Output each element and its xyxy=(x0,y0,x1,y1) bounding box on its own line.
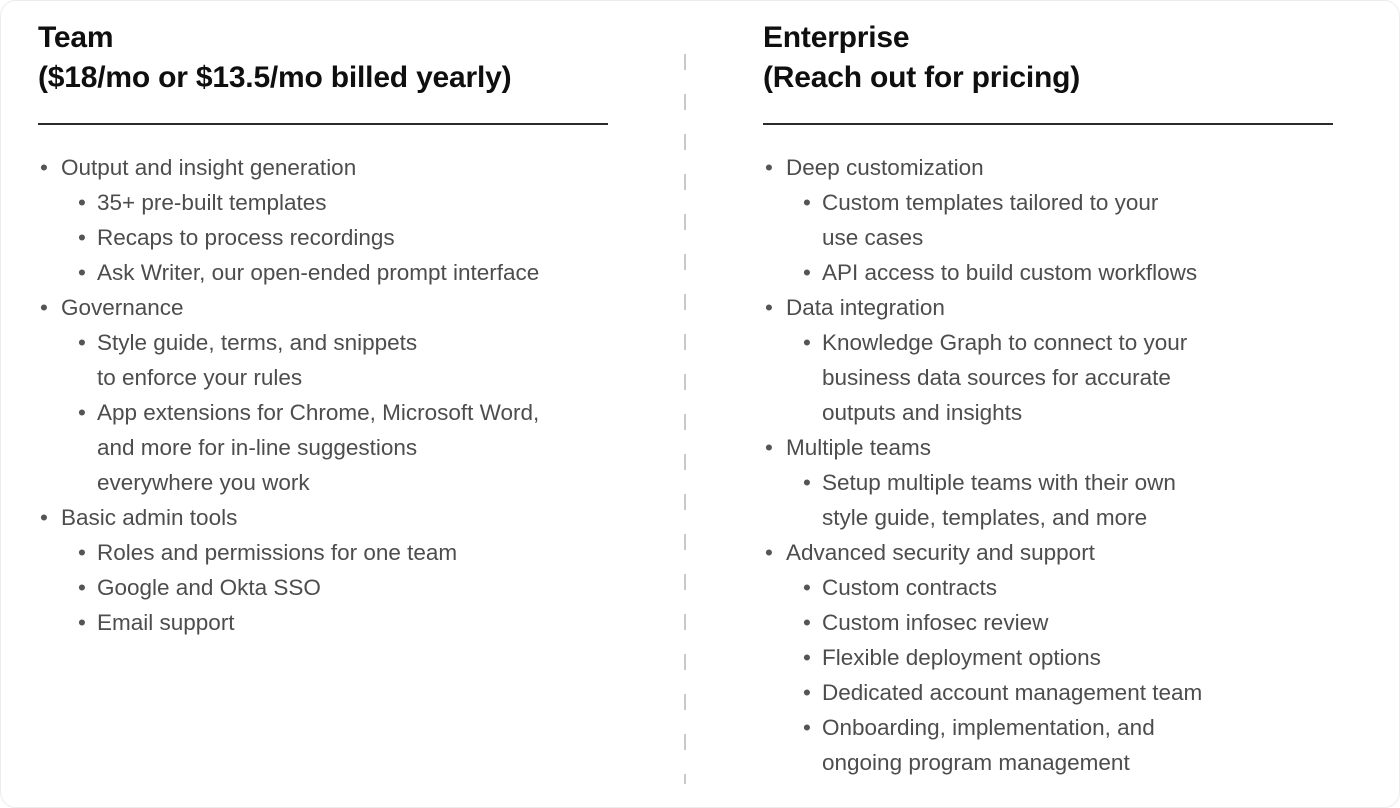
subfeature-list: Style guide, terms, and snippets to enfo… xyxy=(78,325,616,500)
subfeature-item: Custom contracts xyxy=(803,570,1341,605)
subfeature-item: Ask Writer, our open-ended prompt interf… xyxy=(78,255,616,290)
subfeature-item: Style guide, terms, and snippets to enfo… xyxy=(78,325,616,395)
team-feature-list: Output and insight generation 35+ pre-bu… xyxy=(38,150,616,640)
subfeature-item: Setup multiple teams with their own styl… xyxy=(803,465,1341,535)
enterprise-plan-column: Enterprise (Reach out for pricing) Deep … xyxy=(763,18,1341,780)
feature-item: Basic admin tools Roles and permissions … xyxy=(38,500,616,640)
feature-item: Deep customization Custom templates tail… xyxy=(763,150,1341,290)
feature-label: Data integration xyxy=(786,295,945,320)
subfeature-item: Custom infosec review xyxy=(803,605,1341,640)
feature-item: Advanced security and support Custom con… xyxy=(763,535,1341,780)
subfeature-list: Roles and permissions for one team Googl… xyxy=(78,535,616,640)
team-plan-title: Team xyxy=(38,21,114,54)
subfeature-list: Setup multiple teams with their own styl… xyxy=(803,465,1341,535)
team-title-underline xyxy=(38,123,608,125)
team-plan-column: Team ($18/mo or $13.5/mo billed yearly) … xyxy=(38,18,616,640)
subfeature-item: API access to build custom workflows xyxy=(803,255,1341,290)
enterprise-plan-title: Enterprise xyxy=(763,21,910,54)
feature-label: Output and insight generation xyxy=(61,155,357,180)
subfeature-list: Knowledge Graph to connect to your busin… xyxy=(803,325,1341,430)
subfeature-list: Custom contracts Custom infosec review F… xyxy=(803,570,1341,780)
enterprise-title-underline xyxy=(763,123,1333,125)
feature-label: Basic admin tools xyxy=(61,505,238,530)
subfeature-item: Knowledge Graph to connect to your busin… xyxy=(803,325,1341,430)
feature-item: Multiple teams Setup multiple teams with… xyxy=(763,430,1341,535)
subfeature-item: 35+ pre-built templates xyxy=(78,185,616,220)
enterprise-feature-list: Deep customization Custom templates tail… xyxy=(763,150,1341,780)
subfeature-item: Onboarding, implementation, and ongoing … xyxy=(803,710,1341,780)
feature-label: Advanced security and support xyxy=(786,540,1095,565)
subfeature-item: Dedicated account management team xyxy=(803,675,1341,710)
feature-label: Governance xyxy=(61,295,184,320)
feature-item: Governance Style guide, terms, and snipp… xyxy=(38,290,616,500)
column-divider xyxy=(684,54,686,784)
subfeature-item: App extensions for Chrome, Microsoft Wor… xyxy=(78,395,616,500)
feature-item: Data integration Knowledge Graph to conn… xyxy=(763,290,1341,430)
subfeature-item: Custom templates tailored to your use ca… xyxy=(803,185,1341,255)
subfeature-item: Email support xyxy=(78,605,616,640)
feature-item: Output and insight generation 35+ pre-bu… xyxy=(38,150,616,290)
subfeature-item: Google and Okta SSO xyxy=(78,570,616,605)
feature-label: Deep customization xyxy=(786,155,984,180)
feature-label: Multiple teams xyxy=(786,435,932,460)
enterprise-plan-price: (Reach out for pricing) xyxy=(763,61,1081,94)
team-plan-price: ($18/mo or $13.5/mo billed yearly) xyxy=(38,61,512,94)
subfeature-list: 35+ pre-built templates Recaps to proces… xyxy=(78,185,616,290)
subfeature-item: Roles and permissions for one team xyxy=(78,535,616,570)
subfeature-item: Flexible deployment options xyxy=(803,640,1341,675)
subfeature-list: Custom templates tailored to your use ca… xyxy=(803,185,1341,290)
subfeature-item: Recaps to process recordings xyxy=(78,220,616,255)
